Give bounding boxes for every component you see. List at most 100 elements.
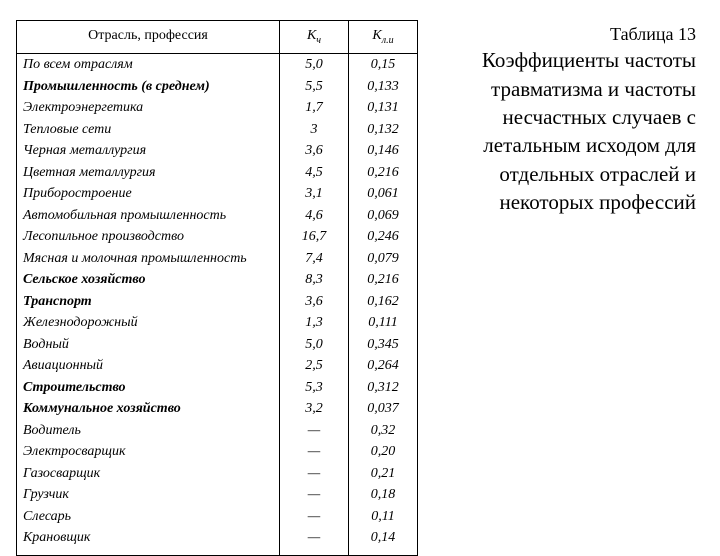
cell-kch: 2,5 [280, 355, 349, 377]
table-number: Таблица 13 [438, 22, 696, 46]
cell-kch: — [280, 463, 349, 485]
cell-kli: 0,069 [349, 205, 418, 227]
cell-kli: 0,146 [349, 140, 418, 162]
cell-name: Электроэнергетика [17, 97, 280, 119]
table-row: Приборостроение3,10,061 [17, 183, 418, 205]
cell-name: Промышленность (в среднем) [17, 76, 280, 98]
col-header-name: Отрасль, профессия [17, 21, 280, 54]
table-header-row: Отрасль, профессия Кч Кл.и [17, 21, 418, 54]
table-row: Грузчик—0,18 [17, 484, 418, 506]
cell-kch: 5,0 [280, 54, 349, 76]
cell-kch: 3,1 [280, 183, 349, 205]
cell-name: Тепловые сети [17, 119, 280, 141]
cell-kli: 0,345 [349, 334, 418, 356]
col-header-kli: Кл.и [349, 21, 418, 54]
cell-kch: 5,0 [280, 334, 349, 356]
cell-name: Строительство [17, 377, 280, 399]
cell-name: Черная металлургия [17, 140, 280, 162]
page: Отрасль, профессия Кч Кл.и По всем отрас… [0, 0, 720, 540]
cell-kli: 0,21 [349, 463, 418, 485]
cell-kli: 0,246 [349, 226, 418, 248]
cell-kli: 0,216 [349, 269, 418, 291]
table-row: Водитель—0,32 [17, 420, 418, 442]
table-row: Черная металлургия3,60,146 [17, 140, 418, 162]
cell-kch: 5,5 [280, 76, 349, 98]
cell-kli: 0,061 [349, 183, 418, 205]
cell-name: Водитель [17, 420, 280, 442]
cell-kch: 1,3 [280, 312, 349, 334]
cell-kch: 5,3 [280, 377, 349, 399]
table-row: Коммунальное хозяйство3,20,037 [17, 398, 418, 420]
cell-name: Слесарь [17, 506, 280, 528]
cell-name: Сельское хозяйство [17, 269, 280, 291]
cell-kch: — [280, 506, 349, 528]
cell-name: Транспорт [17, 291, 280, 313]
table-title: Коэффициенты частоты травматизма и часто… [438, 46, 696, 216]
table-row: Лесопильное производство16,70,246 [17, 226, 418, 248]
cell-kli: 0,133 [349, 76, 418, 98]
table-row: Сельское хозяйство8,30,216 [17, 269, 418, 291]
table-container: Отрасль, профессия Кч Кл.и По всем отрас… [16, 20, 418, 528]
cell-kch: 1,7 [280, 97, 349, 119]
table-row: Авиационный2,50,264 [17, 355, 418, 377]
cell-kli: 0,079 [349, 248, 418, 270]
table-row: Железнодорожный1,30,111 [17, 312, 418, 334]
cell-kli: 0,11 [349, 506, 418, 528]
cell-kli: 0,111 [349, 312, 418, 334]
cell-kch: 4,5 [280, 162, 349, 184]
kch-sub: ч [316, 35, 321, 46]
cell-kli: 0,264 [349, 355, 418, 377]
table-body: По всем отраслям5,00,15Промышленность (в… [17, 54, 418, 556]
kli-sub: л.и [382, 35, 394, 46]
table-row: Тепловые сети30,132 [17, 119, 418, 141]
cell-kch: 3,2 [280, 398, 349, 420]
table-row: Крановщик—0,14 [17, 527, 418, 555]
table-row: Мясная и молочная промышленность7,40,079 [17, 248, 418, 270]
cell-name: Автомобильная промышленность [17, 205, 280, 227]
table-row: Строительство5,30,312 [17, 377, 418, 399]
cell-name: Лесопильное производство [17, 226, 280, 248]
cell-kch: 4,6 [280, 205, 349, 227]
cell-kch: — [280, 484, 349, 506]
cell-kch: 3,6 [280, 140, 349, 162]
table-row: Цветная металлургия4,50,216 [17, 162, 418, 184]
cell-kch: 3 [280, 119, 349, 141]
cell-name: Авиационный [17, 355, 280, 377]
cell-name: Мясная и молочная промышленность [17, 248, 280, 270]
cell-name: Электросварщик [17, 441, 280, 463]
cell-kch: — [280, 420, 349, 442]
table-row: Транспорт3,60,162 [17, 291, 418, 313]
kch-base: К [307, 28, 316, 43]
table-row: Электроэнергетика1,70,131 [17, 97, 418, 119]
cell-kch: 8,3 [280, 269, 349, 291]
table-row: Промышленность (в среднем)5,50,133 [17, 76, 418, 98]
cell-name: Цветная металлургия [17, 162, 280, 184]
cell-name: По всем отраслям [17, 54, 280, 76]
cell-kli: 0,132 [349, 119, 418, 141]
cell-kch: 7,4 [280, 248, 349, 270]
cell-kch: — [280, 441, 349, 463]
cell-name: Приборостроение [17, 183, 280, 205]
table-row: По всем отраслям5,00,15 [17, 54, 418, 76]
kli-base: К [372, 28, 381, 43]
cell-kli: 0,312 [349, 377, 418, 399]
cell-kch: 3,6 [280, 291, 349, 313]
col-header-kch: Кч [280, 21, 349, 54]
table-row: Электросварщик—0,20 [17, 441, 418, 463]
cell-kli: 0,037 [349, 398, 418, 420]
cell-kli: 0,15 [349, 54, 418, 76]
table-row: Водный5,00,345 [17, 334, 418, 356]
cell-name: Крановщик [17, 527, 280, 555]
cell-kch: 16,7 [280, 226, 349, 248]
cell-kli: 0,131 [349, 97, 418, 119]
cell-kli: 0,162 [349, 291, 418, 313]
cell-kli: 0,32 [349, 420, 418, 442]
table-row: Газосварщик—0,21 [17, 463, 418, 485]
cell-kch: — [280, 527, 349, 555]
cell-kli: 0,14 [349, 527, 418, 555]
cell-name: Водный [17, 334, 280, 356]
cell-name: Грузчик [17, 484, 280, 506]
coefficients-table: Отрасль, профессия Кч Кл.и По всем отрас… [16, 20, 418, 556]
cell-name: Железнодорожный [17, 312, 280, 334]
cell-name: Газосварщик [17, 463, 280, 485]
